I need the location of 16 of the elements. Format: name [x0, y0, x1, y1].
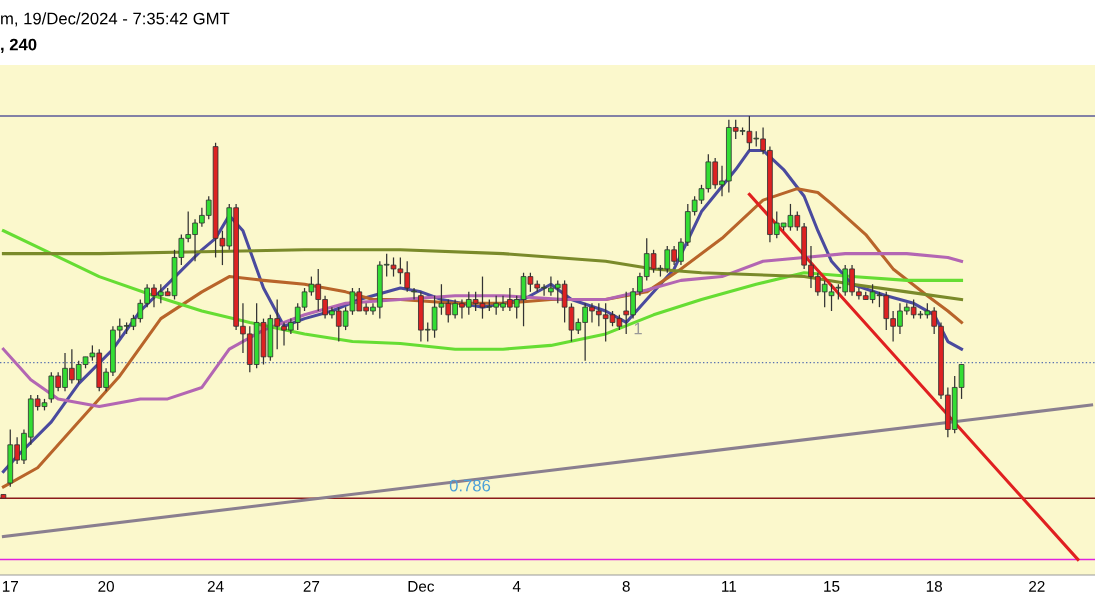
x-tick-label: 27 — [303, 580, 320, 592]
annotation: 1 — [634, 322, 642, 335]
x-tick-label: 18 — [926, 580, 942, 592]
chart-title: m, 19/Dec/2024 - 7:35:42 GMT — [1, 12, 230, 27]
x-tick-label: 17 — [2, 581, 18, 592]
x-tick-label: 8 — [622, 580, 630, 592]
x-tick-label: 24 — [207, 580, 224, 592]
x-tick-label: 20 — [98, 580, 114, 592]
x-tick-label: Dec — [408, 581, 435, 592]
x-tick-label: 11 — [722, 581, 737, 592]
chart-subtitle: , 240 — [1, 38, 37, 53]
x-tick-label: 15 — [824, 581, 840, 592]
candlestick — [411, 287, 417, 301]
x-tick-label: 4 — [512, 581, 521, 592]
annotation: 0.786 — [449, 479, 491, 492]
x-tick-label: 22 — [1029, 580, 1045, 592]
